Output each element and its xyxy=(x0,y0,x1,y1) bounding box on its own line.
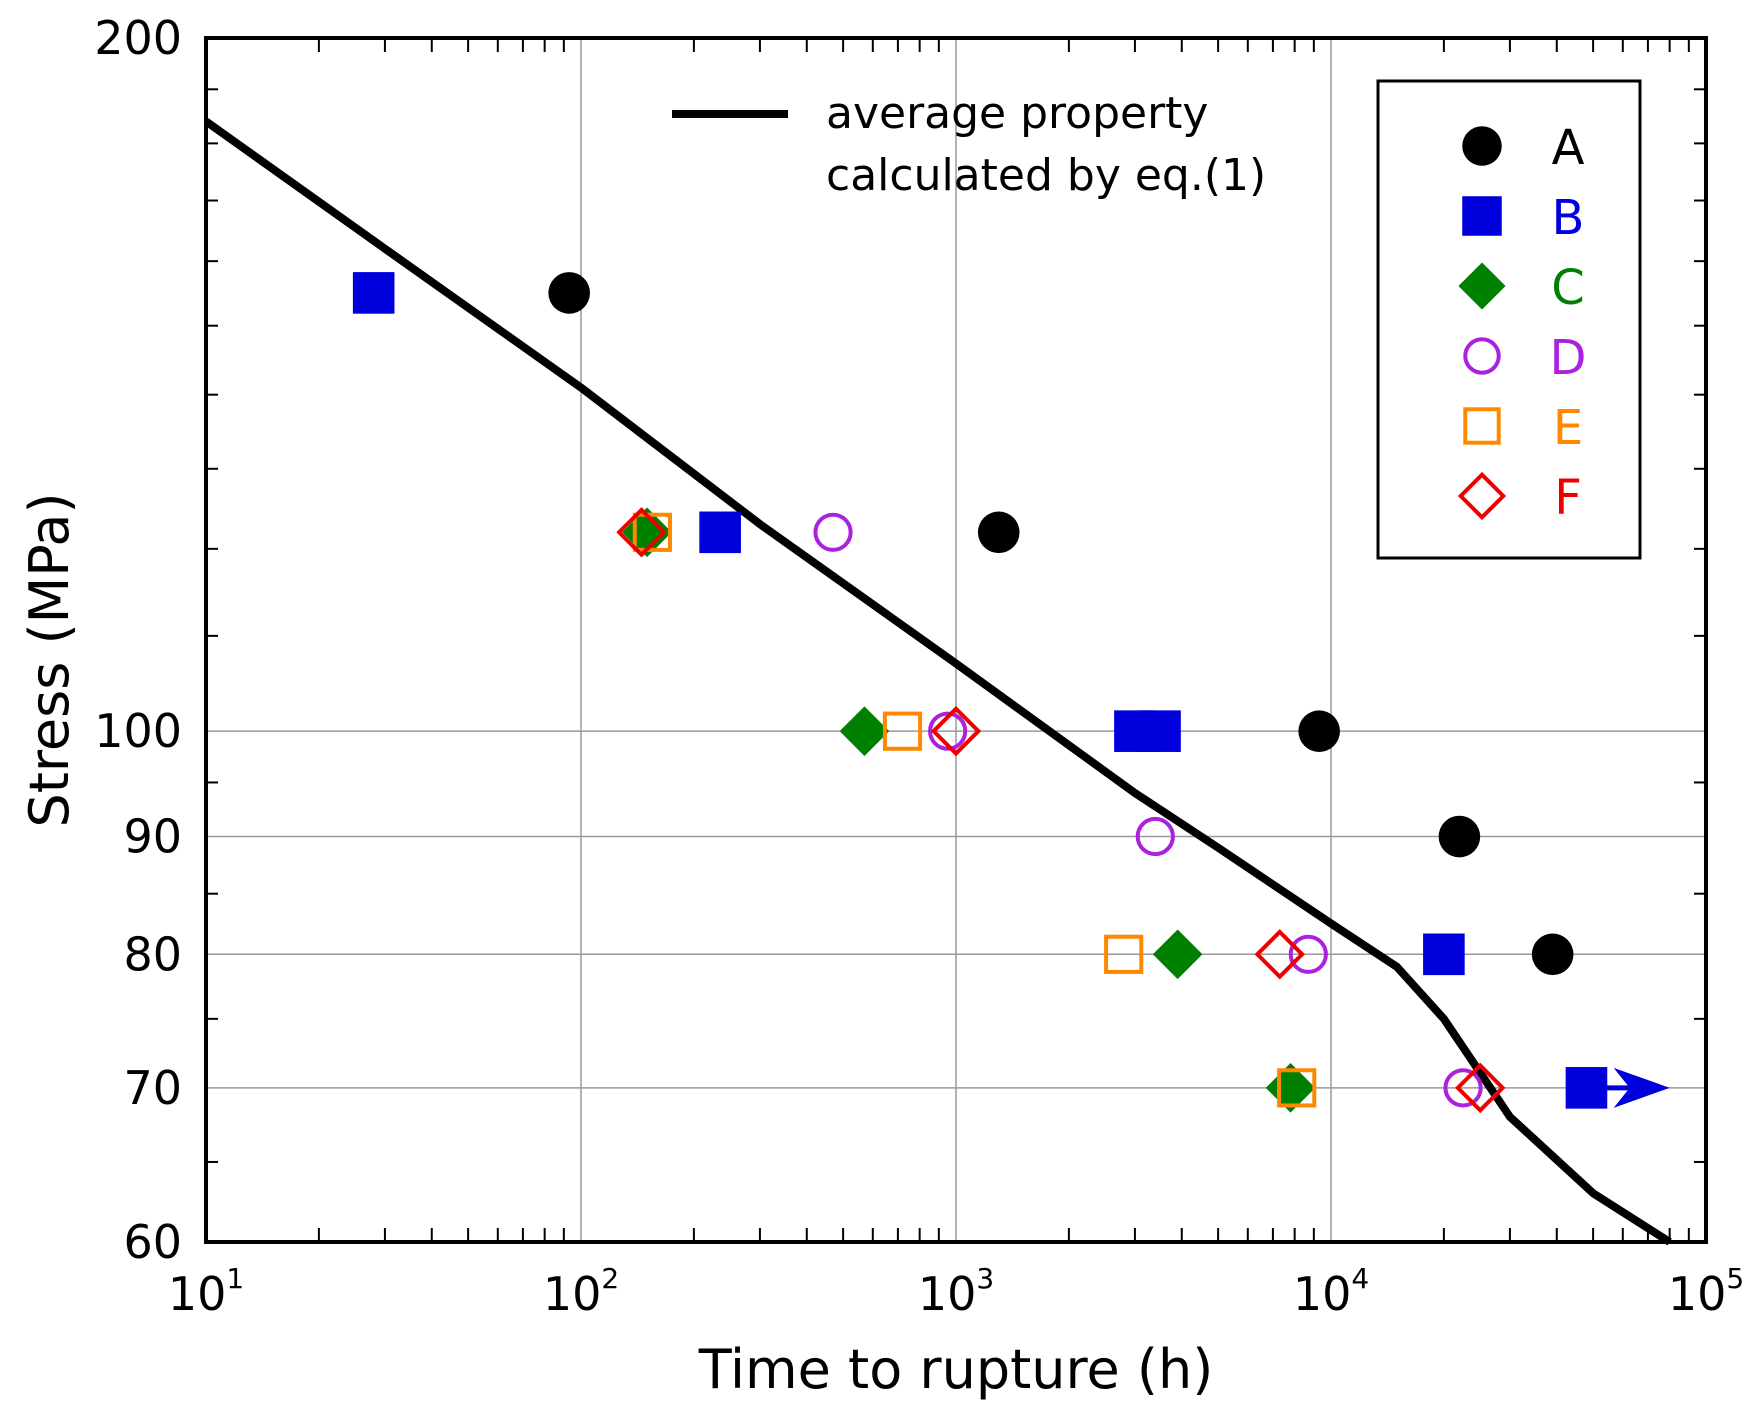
x-axis-title: Time to rupture (h) xyxy=(698,1338,1214,1401)
x-tick-labels: 101 102 103 104 105 xyxy=(168,1262,1744,1321)
data-point-A xyxy=(548,272,590,314)
legend-marker-D xyxy=(1463,337,1501,375)
x-tick-label: 103 xyxy=(918,1262,994,1321)
data-point-A xyxy=(977,511,1020,554)
data-point-F xyxy=(1455,1062,1506,1114)
data-point-E xyxy=(1104,934,1144,974)
series-E xyxy=(632,512,1317,1108)
data-point-D xyxy=(928,711,968,751)
y-tick-labels: 200 100 90 80 70 60 xyxy=(94,11,182,1269)
line-legend-label-1: average property xyxy=(826,88,1208,139)
legend-marker-B xyxy=(1462,196,1502,236)
legend-box xyxy=(1376,79,1642,560)
data-point-E xyxy=(882,711,923,751)
data-point-D xyxy=(813,512,853,552)
data-point-B xyxy=(1423,933,1465,976)
data-point-A xyxy=(1298,710,1340,752)
data-point-E xyxy=(632,512,672,552)
legend-label-D: D xyxy=(1550,330,1587,386)
series-B xyxy=(352,272,1670,1109)
average-line xyxy=(203,118,1672,1246)
minor-ticks xyxy=(206,38,1706,1242)
legend-label-F: F xyxy=(1554,470,1582,526)
y-tick-label: 60 xyxy=(123,1215,182,1269)
data-point-B xyxy=(1139,710,1181,752)
y-tick-label: 80 xyxy=(123,927,182,981)
legend-label-E: E xyxy=(1553,400,1583,456)
legend-marker-C xyxy=(1458,262,1506,310)
data-markers xyxy=(352,272,1670,1114)
grid xyxy=(206,38,1706,1242)
legend-label-C: C xyxy=(1551,260,1585,316)
data-point-C xyxy=(1152,929,1203,980)
data-point-F xyxy=(1254,929,1305,980)
legend-label-B: B xyxy=(1552,190,1585,246)
data-point-D xyxy=(1135,816,1175,857)
runout-arrow-head xyxy=(1613,1067,1670,1108)
line-legend-label-2: calculated by eq.(1) xyxy=(826,150,1266,201)
legend-marker-F xyxy=(1457,471,1507,521)
data-point-B xyxy=(352,272,395,314)
plot-frame xyxy=(204,36,1708,1244)
data-point-F xyxy=(930,705,982,757)
data-point-B xyxy=(699,511,741,554)
data-point-D xyxy=(1443,1068,1483,1108)
series-C xyxy=(622,507,1316,1113)
average-property-line xyxy=(203,118,1672,1246)
y-tick-label: 70 xyxy=(123,1061,182,1115)
data-point-A xyxy=(1438,815,1481,858)
data-point-E xyxy=(1277,1068,1317,1108)
legend-marker-A xyxy=(1462,126,1502,166)
data-point-A xyxy=(1531,933,1574,976)
x-tick-label: 104 xyxy=(1293,1262,1369,1321)
data-point-F xyxy=(616,507,667,558)
x-tick-label: 101 xyxy=(168,1262,244,1321)
y-axis-title: Stress (MPa) xyxy=(18,492,81,827)
series-F xyxy=(616,507,1506,1114)
data-point-C xyxy=(839,706,890,756)
data-point-D xyxy=(1288,934,1328,974)
x-tick-label: 102 xyxy=(543,1262,619,1321)
y-tick-label: 100 xyxy=(94,704,182,758)
legend-label-A: A xyxy=(1552,120,1585,176)
data-point-B xyxy=(1565,1067,1608,1109)
y-tick-label: 90 xyxy=(123,810,182,864)
legend-marker-E xyxy=(1463,407,1501,445)
series-A xyxy=(548,272,1574,976)
line-annotation: average property calculated by eq.(1) xyxy=(672,88,1266,201)
y-tick-label: 200 xyxy=(94,11,182,65)
x-tick-label: 105 xyxy=(1668,1262,1744,1321)
series-D xyxy=(813,512,1483,1108)
